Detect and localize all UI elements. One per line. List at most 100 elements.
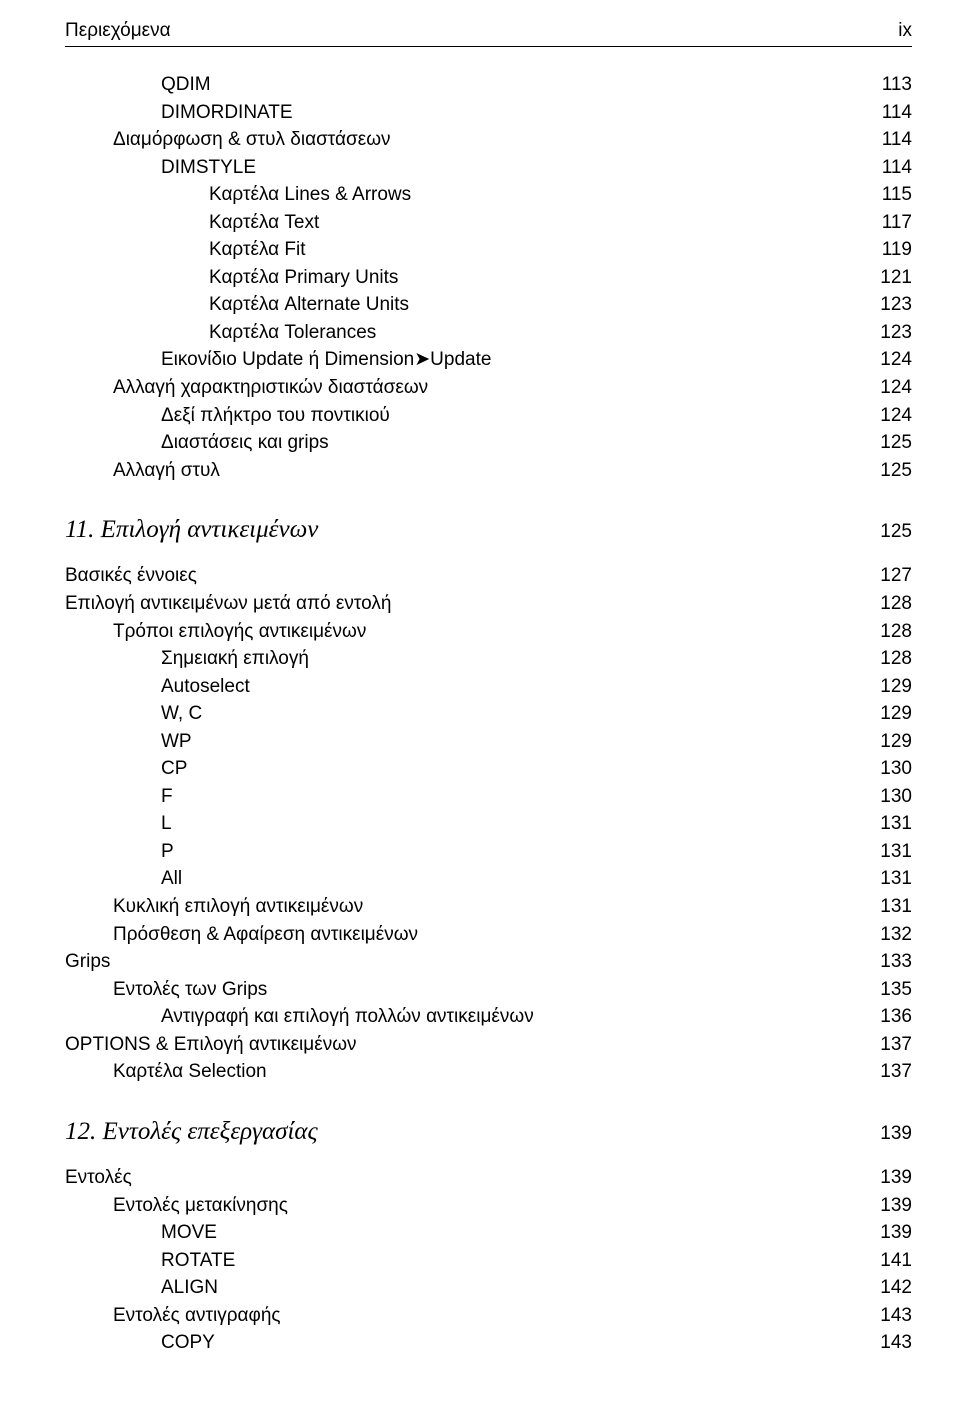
toc-entry-page: 131 [864,865,912,893]
toc-entry: P131 [65,838,912,866]
toc-entry: Πρόσθεση & Αφαίρεση αντικειμένων 132 [65,921,912,949]
toc-entry-page: 132 [864,921,912,949]
toc-entry: Επιλογή αντικειμένων μετά από εντολή 128 [65,590,912,618]
toc-entry-page: 129 [864,673,912,701]
toc-entry-page: 113 [866,71,912,99]
toc-entry: ROTATE 141 [65,1247,912,1275]
toc-entry-page: 143 [864,1329,912,1357]
toc-entry-page: 139 [864,1164,912,1192]
toc-entry-label: Εντολές μετακίνησης [113,1192,288,1220]
toc-entry: DIMSTYLE 114 [65,154,912,182]
toc-entry-page: 128 [864,618,912,646]
toc-entry: All 131 [65,865,912,893]
toc-entry-page: 129 [864,700,912,728]
toc-entry-label: Καρτέλα Fit [209,236,306,264]
toc-entry-label: DIMSTYLE [161,154,256,182]
toc-entry-label: QDIM [161,71,211,99]
toc-entry-page: 119 [866,236,912,264]
toc-entry-label: ROTATE [161,1247,235,1275]
toc-entry-page: 114 [866,126,912,154]
table-of-contents: QDIM 113DIMORDINATE114Διαμόρφωση & στυλ δ… [65,71,912,1357]
toc-entry: Τρόποι επιλογής αντικειμένων 128 [65,618,912,646]
toc-entry-label: Αντιγραφή και επιλογή πολλών αντικειμένω… [161,1003,534,1031]
toc-entry-label: Καρτέλα Tolerances [209,319,376,347]
running-header: Περιεχόμενα ix [65,20,912,47]
toc-entry-page: 117 [866,209,912,237]
toc-section-heading: 12. Εντολές επεξεργασίας139 [65,1114,912,1150]
toc-section-heading: 11. Επιλογή αντικειμένων125 [65,512,912,548]
toc-entry: Καρτέλα Lines & Arrows115 [65,181,912,209]
toc-entry: CP 130 [65,755,912,783]
toc-entry-page: 121 [864,264,912,292]
toc-entry-page: 135 [864,976,912,1004]
toc-entry: Βασικές έννοιες 127 [65,562,912,590]
toc-entry-page: 143 [864,1302,912,1330]
toc-entry-page: 133 [864,948,912,976]
toc-entry: Διαμόρφωση & στυλ διαστάσεων114 [65,126,912,154]
toc-entry-label: All [161,865,182,893]
toc-entry-page: 130 [864,755,912,783]
toc-entry: Καρτέλα Text 117 [65,209,912,237]
toc-entry-page: 139 [864,1219,912,1247]
toc-entry-label: L [161,810,172,838]
toc-entry-label: WP [161,728,192,756]
toc-entry: Εντολές 139 [65,1164,912,1192]
toc-entry-label: Αλλαγή χαρακτηριστικών διαστάσεων [113,374,428,402]
toc-entry-label: Καρτέλα Lines & Arrows [209,181,411,209]
toc-entry-label: Σημειακή επιλογή [161,645,309,673]
toc-entry-page: 131 [864,810,912,838]
toc-entry-page: 141 [864,1247,912,1275]
toc-entry-label: CP [161,755,187,783]
toc-entry-page: 114 [866,154,912,182]
toc-entry: L 131 [65,810,912,838]
toc-entry-page: 130 [864,783,912,811]
toc-entry-page: 125 [864,429,912,457]
toc-entry-page: 129 [864,728,912,756]
toc-entry-label: W, C [161,700,202,728]
toc-entry: WP 129 [65,728,912,756]
toc-entry-label: Εντολές αντιγραφής [113,1302,281,1330]
toc-entry-label: Autoselect [161,673,250,701]
toc-entry-label: Διαστάσεις και grips [161,429,329,457]
toc-entry-label: 12. Εντολές επεξεργασίας [65,1114,318,1150]
toc-entry-label: P [161,838,174,866]
toc-entry: Εντολές αντιγραφής 143 [65,1302,912,1330]
toc-entry-label: Καρτέλα Text [209,209,319,237]
toc-entry-label: Δεξί πλήκτρο του ποντικιού [161,402,390,430]
toc-entry-label: Τρόποι επιλογής αντικειμένων [113,618,366,646]
toc-entry: Καρτέλα Fit 119 [65,236,912,264]
toc-entry-label: Καρτέλα Alternate Units [209,291,409,319]
toc-entry-page: 128 [864,590,912,618]
toc-entry: Καρτέλα Primary Units121 [65,264,912,292]
toc-entry: Καρτέλα Selection137 [65,1058,912,1086]
toc-entry-label: COPY [161,1329,215,1357]
toc-entry-label: OPTIONS & Επιλογή αντικειμένων [65,1031,357,1059]
toc-entry-label: Εικονίδιο Update ή Dimension➤Update [161,346,491,374]
toc-entry-page: 114 [866,99,912,127]
toc-entry-page: 125 [864,518,912,546]
toc-entry: DIMORDINATE114 [65,99,912,127]
toc-entry-page: 124 [864,374,912,402]
header-right-page: ix [898,20,912,42]
toc-entry-label: Εντολές των Grips [113,976,267,1004]
toc-entry: MOVE139 [65,1219,912,1247]
toc-entry-page: 137 [864,1031,912,1059]
page-container: Περιεχόμενα ix QDIM 113DIMORDINATE114Διαμ… [0,0,960,1403]
toc-entry: Grips133 [65,948,912,976]
toc-entry-label: Εντολές [65,1164,132,1192]
toc-entry: Καρτέλα Alternate Units 123 [65,291,912,319]
toc-entry-label: Επιλογή αντικειμένων μετά από εντολή [65,590,391,618]
toc-entry: Καρτέλα Tolerances123 [65,319,912,347]
toc-entry-page: 123 [864,291,912,319]
toc-entry: W, C 129 [65,700,912,728]
toc-entry-page: 127 [864,562,912,590]
toc-entry-label: Πρόσθεση & Αφαίρεση αντικειμένων [113,921,418,949]
toc-entry: Εντολές μετακίνησης139 [65,1192,912,1220]
toc-entry-label: Βασικές έννοιες [65,562,197,590]
toc-entry: Εντολές των Grips 135 [65,976,912,1004]
toc-entry: Αντιγραφή και επιλογή πολλών αντικειμένω… [65,1003,912,1031]
toc-entry-label: ALIGN [161,1274,218,1302]
toc-entry-page: 131 [864,893,912,921]
header-left-text: Περιεχόμενα [65,20,171,42]
toc-entry: Διαστάσεις και grips 125 [65,429,912,457]
